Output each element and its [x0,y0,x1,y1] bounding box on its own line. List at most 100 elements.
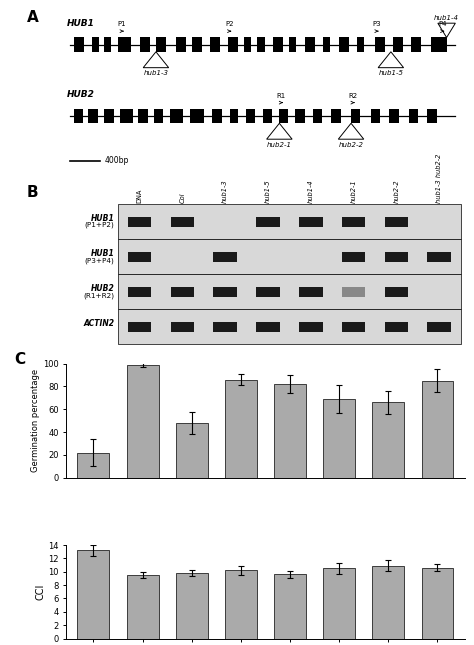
Bar [213,287,237,297]
Text: hub2-1: hub2-1 [351,180,356,203]
Bar [210,37,219,52]
Bar [171,287,194,297]
Bar [118,37,131,52]
Bar [274,575,306,639]
Bar [273,37,283,52]
Bar [176,37,186,52]
Polygon shape [438,23,456,37]
Bar [421,568,454,639]
Bar [411,37,421,52]
Bar [228,37,237,52]
Polygon shape [267,123,292,139]
Bar [127,365,158,478]
Text: P3: P3 [373,21,381,27]
Bar [77,453,109,478]
Bar [305,37,315,52]
Bar [428,322,451,332]
Text: HUB2: HUB2 [91,284,114,293]
Bar [140,37,150,52]
Bar [339,37,349,52]
Bar [244,37,251,52]
Bar [154,109,163,123]
Text: R1: R1 [277,93,286,99]
Bar [299,287,322,297]
Text: hub1-3: hub1-3 [222,180,228,203]
Text: ACTIN2: ACTIN2 [83,319,114,328]
Bar [128,287,151,297]
Bar [279,109,288,123]
Bar [295,109,305,123]
Text: hub1-5: hub1-5 [378,70,403,76]
Bar [128,252,151,262]
Bar [427,109,437,123]
Bar [331,109,341,123]
Bar [342,287,365,297]
Bar [192,37,202,52]
Bar [246,109,255,123]
Text: A: A [27,10,38,25]
Bar [176,573,208,639]
Bar [431,37,447,52]
Text: hub2-2: hub2-2 [338,142,364,148]
Bar [229,109,238,123]
Bar [313,109,322,123]
Bar [373,566,404,639]
Text: hub1-4: hub1-4 [434,15,459,21]
Bar [357,37,364,52]
Bar [264,109,272,123]
Bar [274,384,306,478]
Bar [104,109,114,123]
Text: B: B [27,184,38,199]
Text: hub2-2: hub2-2 [393,180,399,203]
Text: P4: P4 [438,21,447,27]
Bar [256,287,280,297]
Text: P2: P2 [225,21,234,27]
Bar [409,109,418,123]
Bar [384,252,408,262]
Bar [256,322,280,332]
Bar [299,217,322,226]
Y-axis label: Germination percentage: Germination percentage [31,369,40,472]
Bar [118,204,461,239]
Text: 400bp: 400bp [104,156,128,165]
Bar [323,37,330,52]
Bar [384,287,408,297]
Bar [170,109,182,123]
Text: hub1-4: hub1-4 [308,180,314,203]
Text: P1: P1 [118,21,127,27]
Bar [375,37,385,52]
Bar [421,381,454,478]
Bar [92,37,100,52]
Bar [384,217,408,226]
Bar [323,568,355,639]
Bar [176,423,208,478]
Bar [128,322,151,332]
Bar [212,109,222,123]
Polygon shape [338,123,364,139]
Text: hub2-1: hub2-1 [267,142,292,148]
Polygon shape [143,52,169,68]
Bar [156,37,166,52]
Bar [104,37,111,52]
Bar [393,37,403,52]
Polygon shape [378,52,403,68]
Text: hub1-3: hub1-3 [144,70,168,76]
Text: hub1-3 hub2-2: hub1-3 hub2-2 [436,154,442,203]
Bar [342,217,365,226]
Bar [342,252,365,262]
Text: HUB1: HUB1 [91,213,114,223]
Bar [171,217,194,226]
Text: (P3+P4): (P3+P4) [84,257,114,264]
Bar [118,310,461,344]
Text: R2: R2 [348,93,357,99]
Bar [118,239,461,274]
Bar [225,380,257,478]
Text: C: C [15,352,26,367]
Bar [171,322,194,332]
Bar [213,322,237,332]
Text: HUB1: HUB1 [66,19,94,28]
Text: Col: Col [179,193,185,203]
Bar [77,550,109,639]
Bar [289,37,297,52]
Text: HUB2: HUB2 [66,90,94,99]
